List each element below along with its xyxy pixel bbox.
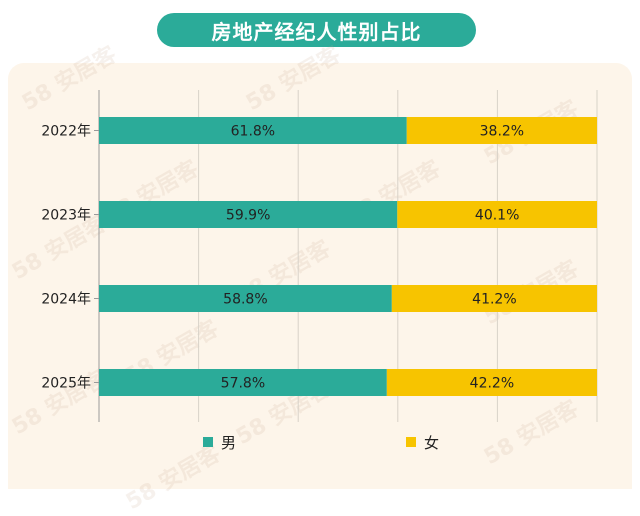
data-label-female: 40.1% [475,208,519,224]
bar-female [386,369,597,396]
y-tick-label: 2024年 [41,292,91,308]
legend-label-male: 男 [221,433,237,452]
data-label-female: 42.2% [470,376,514,392]
bar-male [99,285,392,312]
data-label-male: 59.9% [226,208,270,224]
bar-male [99,369,387,396]
bar-chart: 2022年 61.8% 38.2% 2023年 59.9% 40.1% 2024年 58.8%… [41,90,598,422]
data-label-male: 61.8% [231,124,275,140]
data-label-female: 38.2% [480,124,524,140]
bar-female [391,285,597,312]
chart-title: 房地产经纪人性别占比 [157,13,476,47]
bar-male [99,117,407,144]
legend-item-female: 女 [406,432,439,452]
data-label-female: 41.2% [472,292,516,308]
y-tick-label: 2022年 [41,124,91,140]
bar-male [99,201,398,228]
y-tick-label: 2025年 [41,376,91,392]
y-tick-label: 2023年 [41,208,91,224]
legend-swatch-female [406,437,416,447]
bar-female [406,117,597,144]
bar-female [397,201,597,228]
legend-label-female: 女 [424,433,440,452]
data-label-male: 57.8% [221,376,265,392]
legend-item-male: 男 [203,432,236,452]
data-label-male: 58.8% [223,292,267,308]
legend-swatch-male [203,437,213,447]
